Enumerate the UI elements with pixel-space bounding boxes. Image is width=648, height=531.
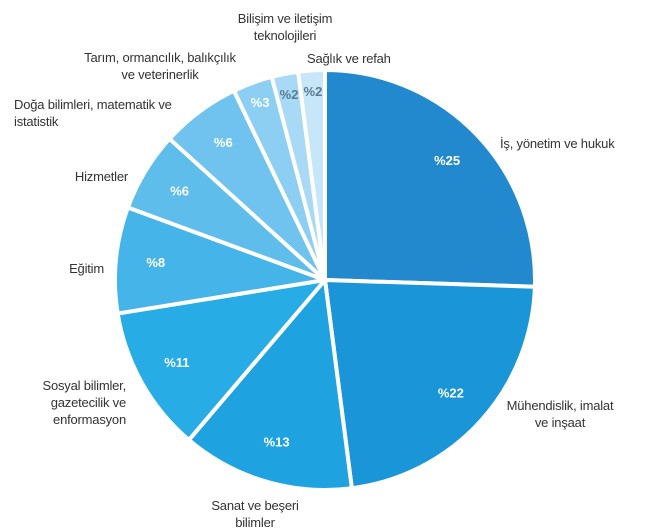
category-label: Hizmetler <box>74 169 128 184</box>
pie-slice <box>296 68 327 282</box>
category-label: Bilişim ve iletişim teknolojileri <box>237 11 333 43</box>
category-label: İş, yönetim ve hukuk <box>500 136 615 151</box>
pie-slice <box>115 278 327 442</box>
pie-slice <box>113 205 327 316</box>
value-label: %3 <box>251 95 270 110</box>
value-label: %22 <box>438 386 464 401</box>
category-label: Sağlık ve refah <box>307 51 391 66</box>
value-label: %6 <box>170 183 189 198</box>
value-label: %25 <box>434 153 460 168</box>
value-label: %2 <box>280 87 299 102</box>
category-label: Sosyal bilimler, gazetecilik ve enformas… <box>42 378 127 427</box>
pie-slice <box>323 278 537 491</box>
category-label: Doğa bilimleri, matematik ve istatistik <box>14 97 172 129</box>
value-label: %11 <box>164 355 189 370</box>
value-label: %13 <box>264 434 290 449</box>
category-label: Tarım, ormancılık, balıkçılık ve veterin… <box>84 50 236 82</box>
category-label: Mühendislik, imalat ve inşaat <box>506 398 614 430</box>
pie-slice <box>186 278 354 492</box>
pie-slice <box>323 68 537 289</box>
value-label: %8 <box>146 255 165 270</box>
category-label: Eğitim <box>69 261 104 276</box>
value-label: %6 <box>214 135 233 150</box>
value-label: %2 <box>304 84 323 99</box>
category-label: Sanat ve beşeri bilimler <box>211 498 299 530</box>
